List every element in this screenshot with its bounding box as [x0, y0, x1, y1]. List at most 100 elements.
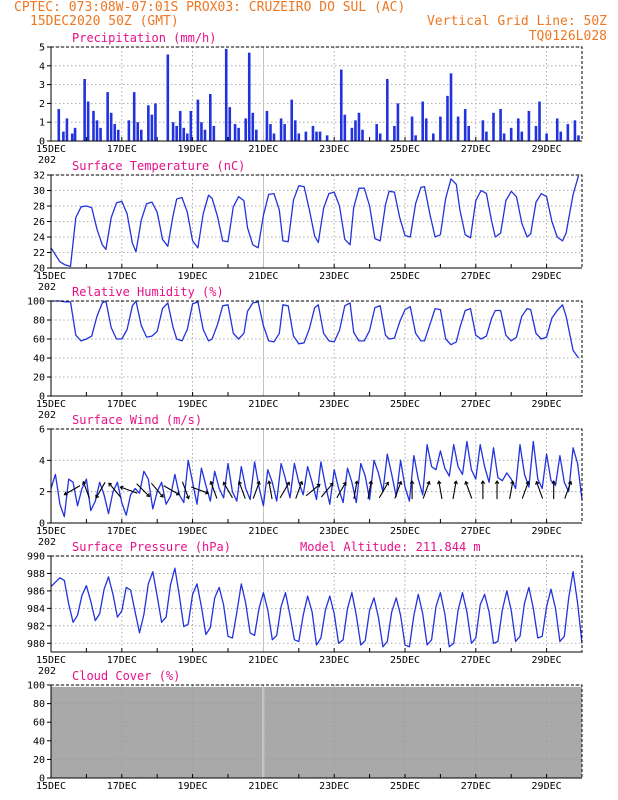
x-tick-label: 25DEC — [390, 781, 420, 792]
wind-barb-shaft — [535, 481, 544, 499]
wind-barb — [163, 485, 180, 496]
precip-bar — [73, 127, 77, 141]
wind-barb — [353, 480, 359, 500]
x-tick-label: 21DEC — [248, 655, 278, 666]
precip-bar — [516, 118, 520, 141]
precip-bar — [113, 124, 117, 141]
precip-bar — [350, 127, 354, 141]
panel-title: Cloud Cover (%) — [72, 669, 180, 683]
x-tick-label: 27DEC — [461, 526, 491, 537]
x-tick-label: 27DEC — [461, 655, 491, 666]
x-tick-label: 23DEC — [319, 399, 349, 410]
wind-barb-shaft — [238, 481, 246, 499]
precip-bar — [439, 116, 442, 141]
precip-bar — [95, 120, 99, 141]
x-tick-label: 25DEC — [390, 655, 420, 666]
wind-barb-shaft — [120, 486, 138, 494]
x-tick-label: 19DEC — [178, 144, 208, 155]
wind-barb-shaft — [394, 481, 402, 499]
precip-bar — [136, 122, 140, 141]
wind-barb-head — [342, 481, 347, 486]
precip-bar — [499, 109, 502, 141]
x-tick-label: 17DEC — [107, 655, 137, 666]
wind-barb-head — [494, 480, 500, 485]
wind-barb-shaft — [163, 485, 180, 496]
wind-barb — [252, 480, 261, 499]
precip-bar — [502, 133, 506, 141]
precip-bar — [378, 133, 382, 141]
wind-barb — [422, 480, 431, 499]
precip-bar — [315, 131, 318, 141]
y-tick-label: 24 — [33, 233, 45, 244]
precip-bar — [343, 114, 347, 141]
precip-bar — [237, 127, 240, 141]
precip-bar — [272, 133, 276, 141]
precip-bar — [279, 118, 283, 141]
panel-temperature: 20 22 24 26 28 30 32 15DEC 17DEC 19DEC 21DEC 23DEC 2… — [33, 159, 583, 293]
y-tick-label: 5 — [39, 43, 45, 54]
precip-bar — [189, 110, 193, 141]
x-tick-label: 25DEC — [390, 526, 420, 537]
y-tick-label: 30 — [33, 186, 45, 197]
precip-bar — [200, 122, 203, 141]
x-tick-label: 17DEC — [107, 526, 137, 537]
x-tick-label: 27DEC — [461, 399, 491, 410]
precip-bar — [171, 122, 175, 141]
precip-bar — [393, 125, 396, 141]
panel-title: Surface Temperature (nC) — [72, 159, 245, 173]
precip-bar — [150, 114, 154, 141]
x-tick-label: 21DEC — [248, 781, 278, 792]
wind-barb — [409, 480, 415, 500]
panel-title: Relative Humidity (%) — [72, 285, 224, 299]
precip-bar — [255, 129, 258, 141]
panel-frame — [50, 428, 583, 524]
wind-barb-shaft — [378, 482, 389, 499]
wind-barb-head — [256, 480, 261, 485]
precip-bar — [318, 131, 322, 141]
x-tick-label: 19DEC — [178, 655, 208, 666]
precip-bar — [233, 124, 237, 141]
precip-bar — [456, 116, 460, 141]
wind-barb-head — [480, 480, 486, 485]
wind-barb-shaft — [367, 481, 372, 500]
wind-barb-head — [551, 480, 556, 485]
series-line-pressure — [50, 567, 583, 648]
wind-barb — [494, 480, 500, 500]
x-tick-label: 21DEC — [248, 144, 278, 155]
x-tick-label: 25DEC — [390, 399, 420, 410]
wind-barb-head — [286, 481, 290, 486]
precip-bar — [573, 120, 577, 141]
x-tick-label: 17DEC — [107, 271, 137, 282]
wind-barb-head — [63, 491, 68, 496]
panel-frame — [50, 46, 583, 142]
precip-bar — [449, 73, 453, 141]
x-tick-label: 29DEC — [532, 781, 562, 792]
series-line-humidity — [51, 300, 580, 359]
x-tick-label: 19DEC — [178, 399, 208, 410]
precip-bar — [83, 78, 86, 141]
precip-bar — [196, 99, 200, 141]
wind-barb — [222, 481, 233, 499]
wind-barb-shaft — [465, 481, 473, 499]
wind-barb-shaft — [181, 481, 190, 499]
wind-barb — [305, 483, 321, 497]
x-tick-label: 15DEC — [36, 399, 66, 410]
precip-bar — [386, 78, 389, 141]
precip-bar — [70, 133, 74, 141]
panel-subtitle: Model Altitude: 211.844 m — [300, 540, 481, 554]
x-year-label: 202 — [38, 537, 56, 548]
wind-barb-head — [237, 480, 243, 485]
precip-bar — [538, 101, 541, 141]
x-tick-label: 25DEC — [390, 271, 420, 282]
precip-bar — [290, 99, 294, 141]
precip-bar — [577, 135, 580, 141]
y-tick-label: 0 — [39, 774, 45, 785]
cloud-cover-area — [51, 686, 582, 778]
y-tick-label: 980 — [27, 639, 45, 650]
precip-bar — [106, 92, 109, 141]
y-tick-label: 6 — [39, 425, 45, 436]
wind-barb-shaft — [521, 481, 529, 499]
y-tick-label: 32 — [33, 171, 45, 182]
wind-barb — [437, 480, 443, 500]
